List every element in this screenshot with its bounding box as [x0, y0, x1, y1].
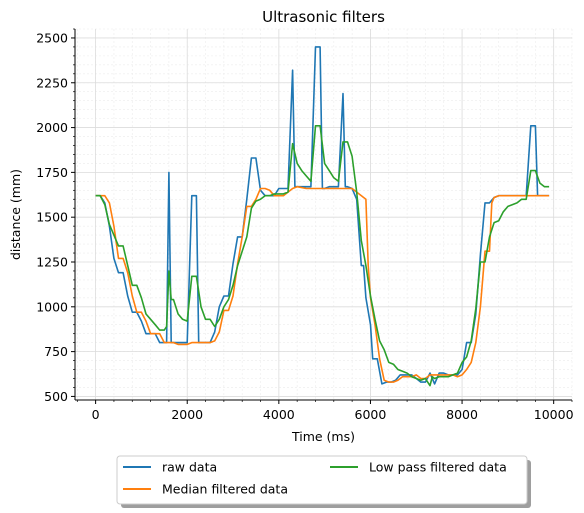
- y-tick-label: 2500: [36, 30, 68, 45]
- series-line-1: [95, 185, 550, 383]
- legend-box: [116, 455, 528, 505]
- legend-label-0: raw data: [162, 460, 217, 475]
- series-lines: [95, 46, 550, 387]
- x-tick-label: 4000: [263, 407, 295, 422]
- y-tick-label: 2000: [36, 120, 68, 135]
- y-tick-label: 1750: [36, 165, 68, 180]
- y-tick-label: 1250: [36, 254, 68, 269]
- y-tick-label: 1000: [36, 299, 68, 314]
- grid: [75, 28, 573, 400]
- series-line-2: [95, 125, 550, 387]
- series-line-0: [95, 46, 550, 385]
- y-tick-label: 1500: [36, 210, 68, 225]
- legend-label-2: Low pass filtered data: [369, 460, 507, 475]
- axes: 0 2000 4000 6000 8000 10000 500 750 1000 1250 1500…: [36, 28, 574, 422]
- legend-items: raw data Median filtered data Low pass fil…: [123, 460, 507, 497]
- y-tick-label: 2250: [36, 75, 68, 90]
- chart-title: Ultrasonic filters: [262, 8, 385, 26]
- x-tick-label: 10000: [534, 407, 574, 422]
- x-tick-label: 2000: [171, 407, 203, 422]
- legend: raw data Median filtered data Low pass fil…: [116, 455, 531, 508]
- x-axis-title: Time (ms): [291, 429, 355, 444]
- legend-label-1: Median filtered data: [162, 482, 288, 497]
- x-tick-label: 0: [92, 407, 100, 422]
- y-tick-label: 750: [44, 344, 68, 359]
- y-tick-label: 500: [44, 389, 68, 404]
- y-axis-title: distance (mm): [8, 169, 23, 260]
- x-tick-label: 6000: [355, 407, 387, 422]
- x-tick-label: 8000: [446, 407, 478, 422]
